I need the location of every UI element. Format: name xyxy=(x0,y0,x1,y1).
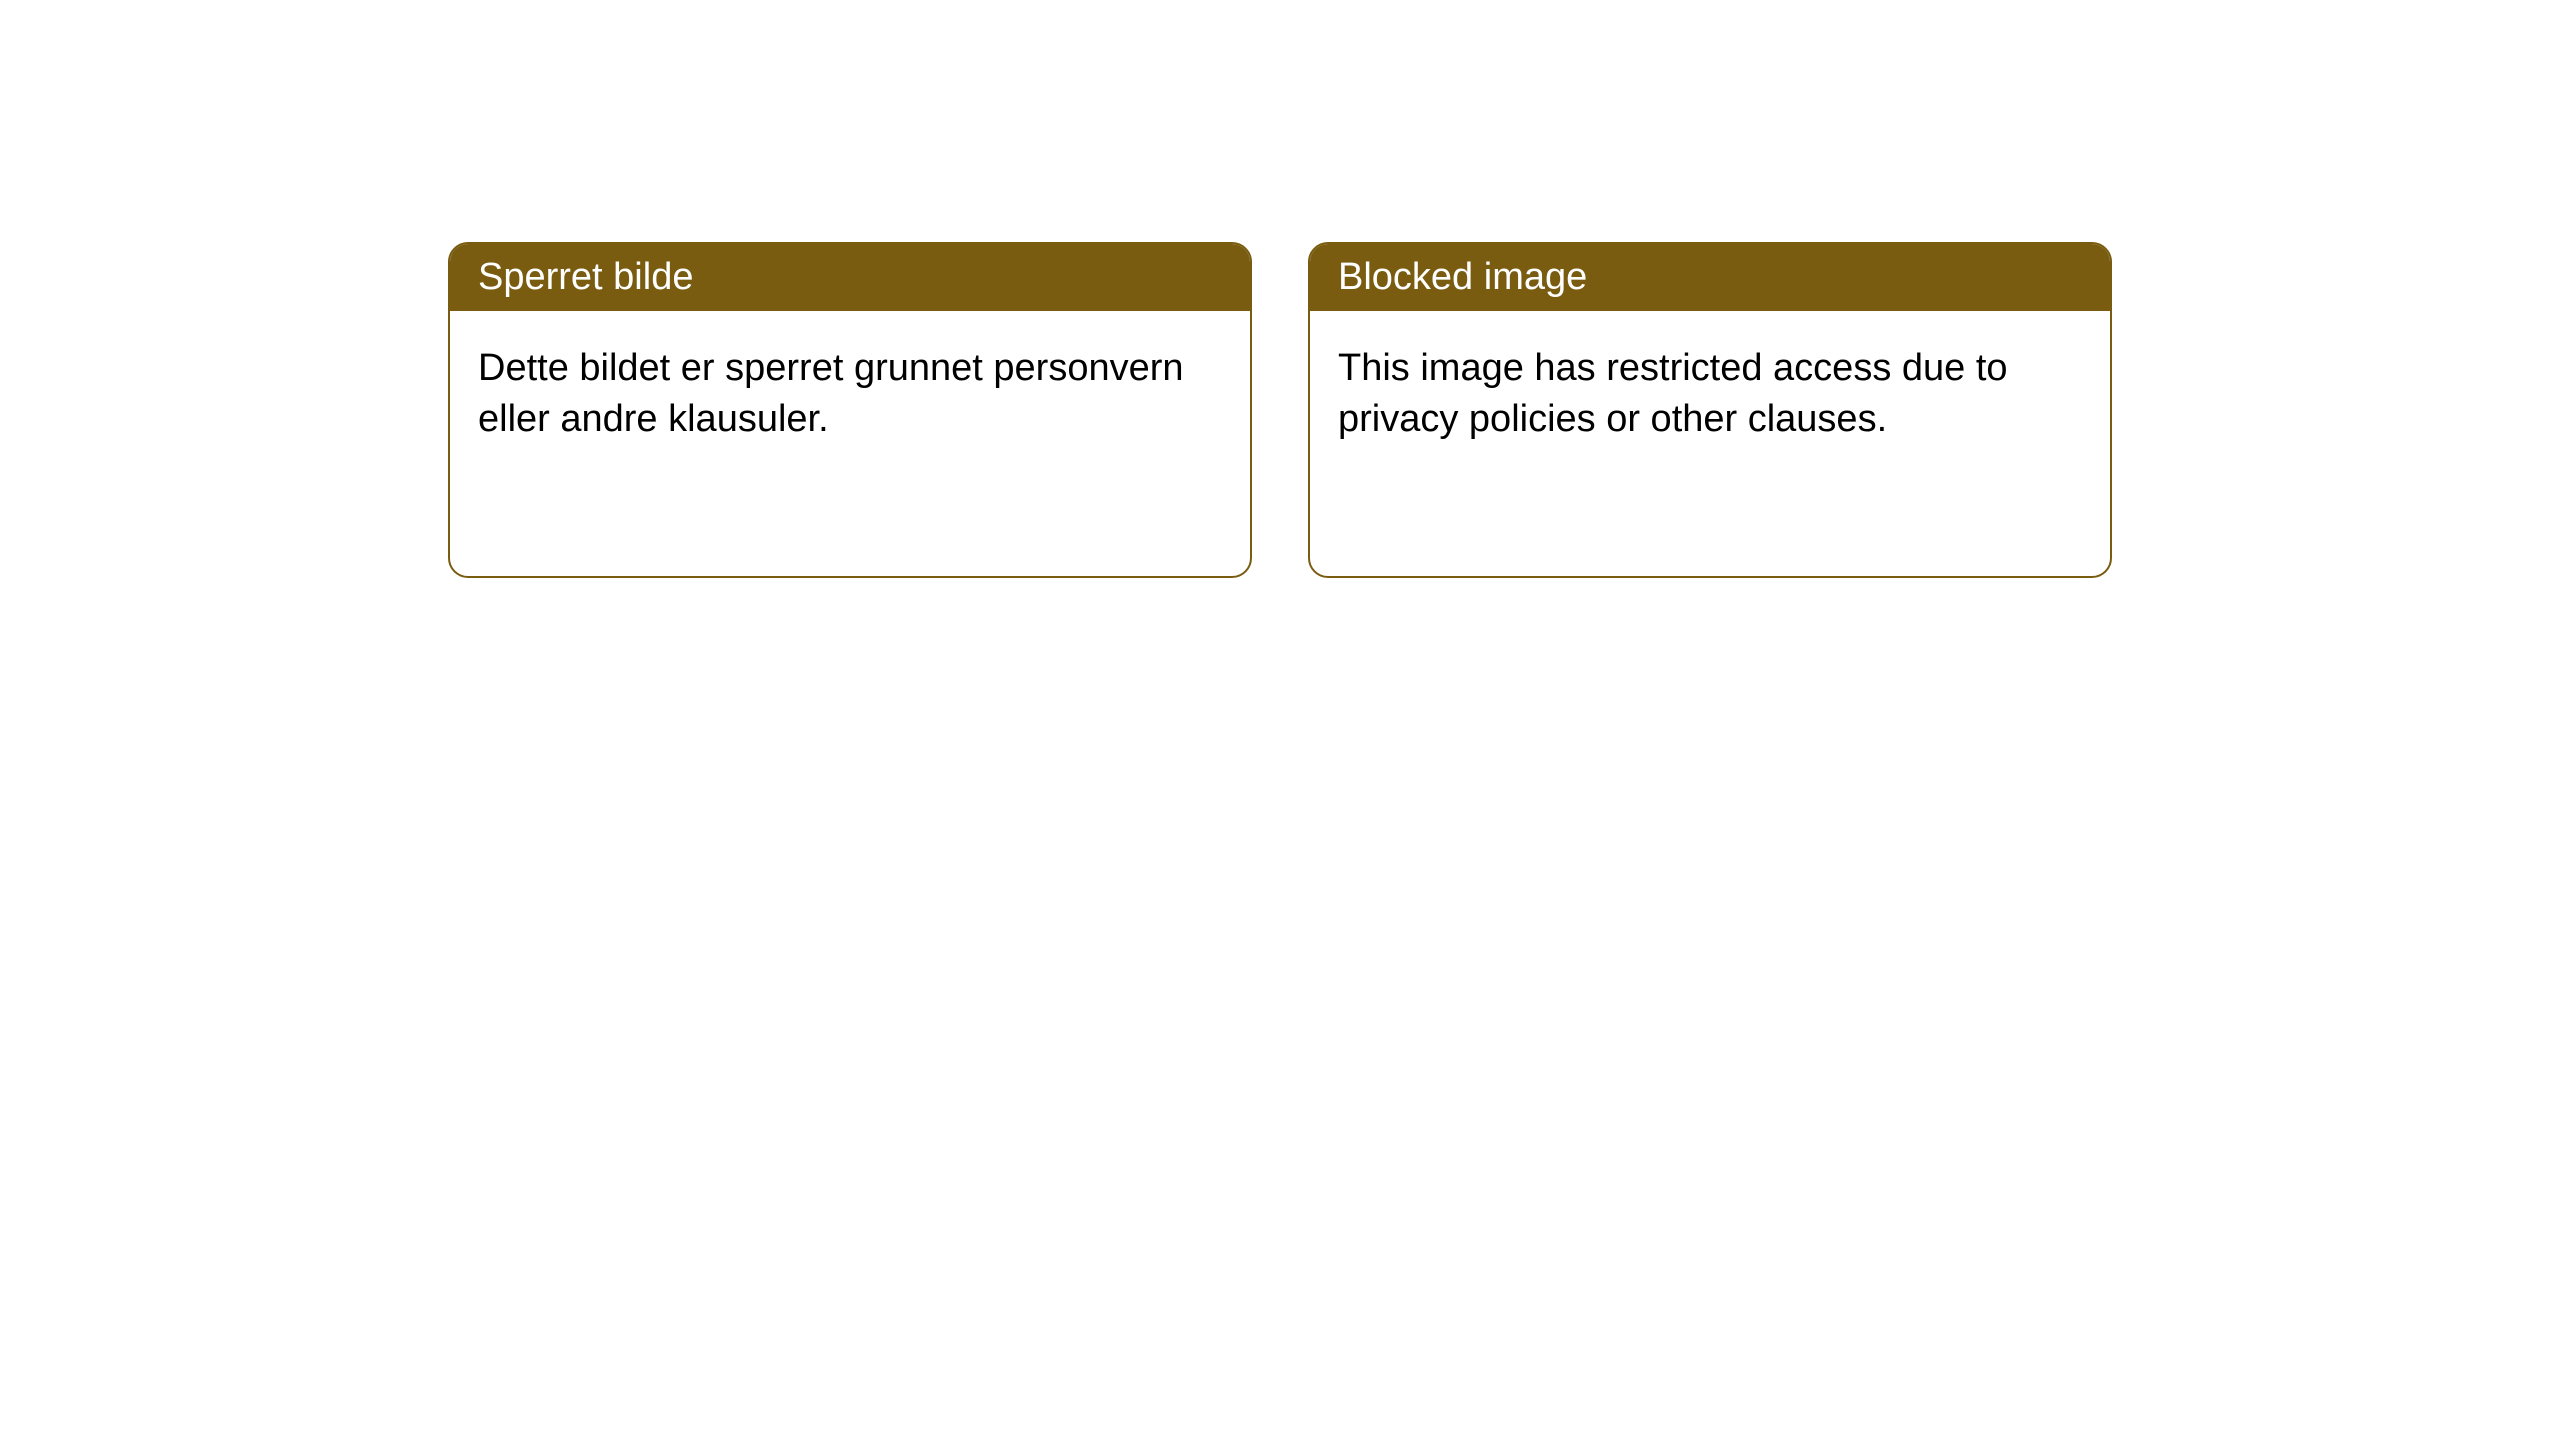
notice-text: This image has restricted access due to … xyxy=(1338,347,2008,440)
notice-card-english: Blocked image This image has restricted … xyxy=(1308,242,2112,578)
notice-header: Blocked image xyxy=(1310,244,2110,311)
notice-body: Dette bildet er sperret grunnet personve… xyxy=(450,311,1250,478)
notice-container: Sperret bilde Dette bildet er sperret gr… xyxy=(0,0,2560,578)
notice-title: Sperret bilde xyxy=(478,256,693,298)
notice-text: Dette bildet er sperret grunnet personve… xyxy=(478,347,1184,440)
notice-card-norwegian: Sperret bilde Dette bildet er sperret gr… xyxy=(448,242,1252,578)
notice-header: Sperret bilde xyxy=(450,244,1250,311)
notice-body: This image has restricted access due to … xyxy=(1310,311,2110,478)
notice-title: Blocked image xyxy=(1338,256,1587,298)
